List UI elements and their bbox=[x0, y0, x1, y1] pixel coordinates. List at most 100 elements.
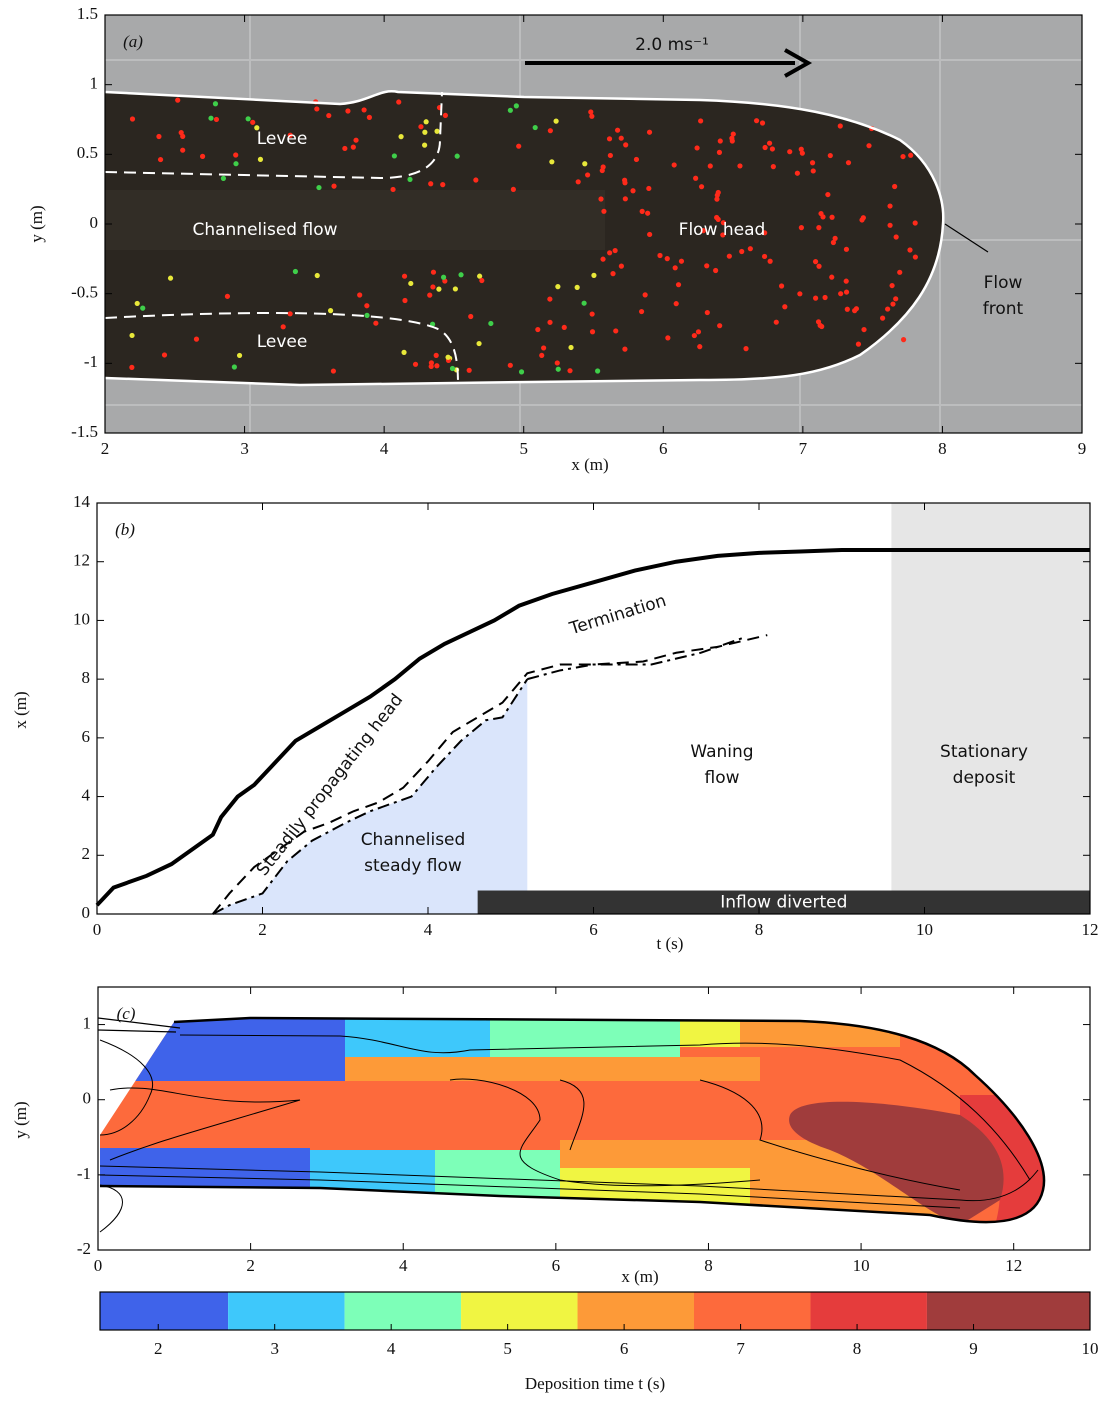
particle bbox=[280, 324, 286, 330]
particle bbox=[610, 271, 616, 277]
annotation: steady flow bbox=[364, 856, 462, 876]
particle bbox=[430, 269, 437, 275]
particle bbox=[554, 360, 560, 366]
x-tick-label: 4 bbox=[424, 920, 433, 939]
y-tick-label: -2 bbox=[77, 1239, 91, 1258]
particle bbox=[134, 300, 140, 307]
particle bbox=[434, 128, 440, 134]
plot-frame bbox=[97, 986, 1091, 1251]
particle bbox=[762, 144, 768, 151]
particle bbox=[157, 156, 164, 163]
y-tick-label: 1.5 bbox=[77, 4, 98, 23]
particle bbox=[581, 300, 587, 306]
particle bbox=[630, 188, 636, 194]
particle bbox=[889, 282, 895, 289]
particle bbox=[408, 280, 414, 287]
particle bbox=[890, 301, 896, 307]
colorbar-tick-label: 5 bbox=[503, 1339, 512, 1358]
particle bbox=[673, 301, 679, 307]
colorbar-bin bbox=[461, 1292, 578, 1330]
particle bbox=[434, 363, 440, 369]
particle bbox=[466, 367, 472, 373]
annotation: Flow head bbox=[679, 220, 766, 240]
particle bbox=[812, 259, 819, 265]
x-tick-label: 4 bbox=[380, 439, 389, 458]
colorbar-tick-label: 9 bbox=[969, 1339, 978, 1358]
particle bbox=[612, 247, 618, 254]
particle bbox=[589, 329, 596, 335]
particle bbox=[588, 109, 594, 115]
particle bbox=[695, 329, 702, 335]
particle bbox=[639, 208, 645, 214]
particle bbox=[257, 156, 264, 162]
particle bbox=[704, 263, 710, 269]
particle bbox=[633, 156, 640, 163]
particle bbox=[330, 368, 337, 374]
particle bbox=[809, 160, 816, 166]
contour-fill bbox=[100, 1018, 1045, 1223]
annotation: Flow bbox=[984, 273, 1023, 293]
particle bbox=[829, 214, 835, 220]
particle bbox=[843, 246, 850, 252]
x-tick-label: 8 bbox=[704, 1256, 713, 1275]
particle bbox=[813, 295, 819, 301]
particle bbox=[799, 150, 805, 156]
particle bbox=[908, 152, 914, 158]
particle bbox=[767, 258, 773, 264]
y-axis-label: x (m) bbox=[11, 691, 30, 728]
particle bbox=[614, 127, 621, 133]
particle bbox=[825, 191, 831, 198]
particle bbox=[250, 119, 256, 125]
x-tick-label: 12 bbox=[1082, 920, 1099, 939]
particle bbox=[714, 196, 720, 202]
particle bbox=[516, 143, 522, 149]
particle bbox=[726, 253, 732, 259]
particle bbox=[535, 326, 541, 333]
x-tick-label: 2 bbox=[101, 439, 110, 458]
particle bbox=[473, 177, 479, 183]
y-tick-label: 6 bbox=[82, 727, 91, 746]
particle bbox=[561, 324, 567, 331]
line bbox=[212, 678, 529, 915]
particle bbox=[199, 153, 206, 159]
particle bbox=[390, 186, 396, 193]
particle bbox=[843, 278, 849, 284]
particle bbox=[717, 323, 723, 329]
x-tick-label: 8 bbox=[755, 920, 764, 939]
particle bbox=[766, 140, 773, 146]
colorbar-tick-label: 3 bbox=[270, 1339, 279, 1358]
particle bbox=[364, 303, 370, 309]
particle bbox=[694, 145, 700, 151]
particle bbox=[787, 149, 793, 155]
y-tick-label: -1 bbox=[77, 1164, 91, 1183]
particle bbox=[769, 146, 776, 152]
particle bbox=[700, 228, 706, 234]
bar-label: Inflow diverted bbox=[720, 892, 847, 912]
particle bbox=[391, 153, 397, 159]
particle bbox=[479, 277, 485, 284]
particle bbox=[600, 256, 606, 262]
particle bbox=[623, 142, 629, 148]
span bbox=[891, 503, 1090, 914]
particle bbox=[713, 267, 719, 274]
x-tick-label: 9 bbox=[1078, 439, 1087, 458]
particle bbox=[233, 161, 239, 167]
particle bbox=[287, 132, 293, 138]
particle bbox=[646, 129, 653, 135]
particle bbox=[743, 346, 749, 352]
particle bbox=[810, 168, 816, 174]
particle bbox=[412, 361, 419, 367]
particle bbox=[589, 113, 595, 119]
annotation: Channelised bbox=[361, 830, 466, 850]
particle bbox=[912, 220, 918, 226]
particle bbox=[720, 220, 726, 226]
x-axis-label: t (s) bbox=[657, 934, 684, 953]
particle bbox=[645, 210, 651, 216]
particle bbox=[761, 253, 768, 260]
x-tick-label: 10 bbox=[853, 1256, 870, 1275]
particle bbox=[180, 147, 186, 153]
particle bbox=[773, 319, 779, 325]
particle bbox=[401, 273, 408, 279]
colorbar-bin bbox=[344, 1292, 462, 1330]
particle bbox=[427, 292, 433, 298]
